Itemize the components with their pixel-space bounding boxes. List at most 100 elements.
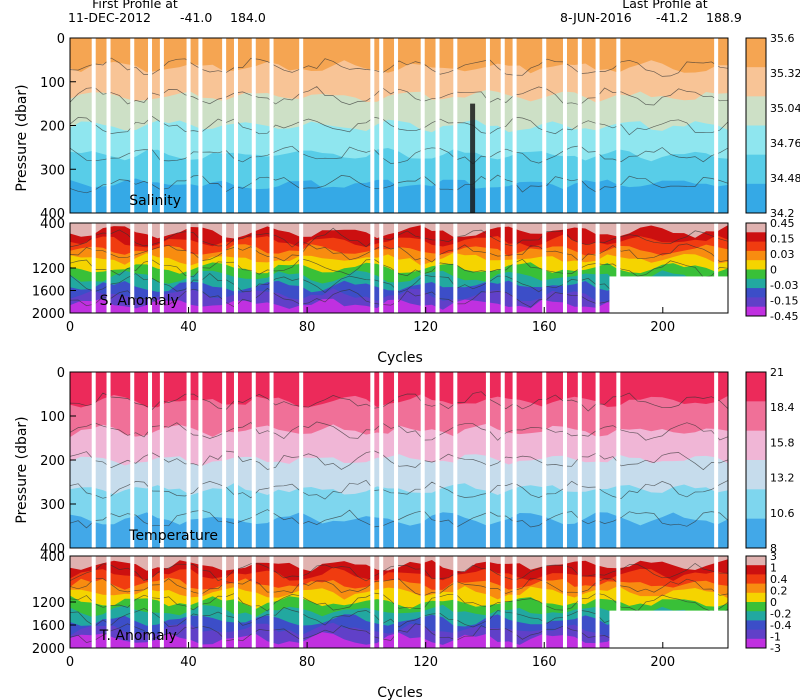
temperature-anomaly-gap-stripe bbox=[198, 556, 203, 648]
salinity-label: Salinity bbox=[129, 193, 181, 209]
temperature-anomaly-colorbar-tick: 0.4 bbox=[770, 573, 788, 586]
salinity-gap-stripe bbox=[453, 38, 458, 213]
salinity-anomaly-colorbar-swatch bbox=[746, 241, 766, 252]
salinity-colorbar-tick: 34.76 bbox=[770, 137, 800, 150]
temperature-colorbar-swatch bbox=[746, 460, 766, 490]
temperature-anomaly-colorbar-swatch bbox=[746, 602, 766, 612]
temperature-label: Temperature bbox=[128, 528, 218, 544]
temperature-anomaly-gap-stripe bbox=[714, 556, 719, 648]
salinity-dark-streak bbox=[470, 103, 476, 213]
temperature-anomaly-y-tick-label: 2000 bbox=[32, 642, 65, 657]
temperature-anomaly-gap-stripe bbox=[500, 556, 505, 648]
last-profile-lon: 188.9 bbox=[706, 10, 742, 25]
salinity-anomaly-gap-stripe bbox=[500, 223, 505, 313]
salinity-anomaly-x-tick-label: 200 bbox=[650, 320, 675, 335]
temperature-anomaly-gap-stripe bbox=[233, 556, 238, 648]
temperature-colorbar-tick: 18.4 bbox=[770, 401, 795, 414]
temperature-anomaly-colorbar-swatch bbox=[746, 638, 766, 649]
temperature-anomaly-gap-stripe bbox=[577, 556, 582, 648]
salinity-anomaly-x-tick-label: 0 bbox=[66, 320, 74, 335]
temperature-anomaly-gap-stripe bbox=[420, 556, 425, 648]
salinity-anomaly-gap-stripe bbox=[394, 223, 399, 313]
temperature-gap-stripe bbox=[106, 372, 111, 548]
salinity-anomaly-colorbar-swatch bbox=[746, 260, 766, 270]
temperature-y-tick-label: 0 bbox=[57, 366, 65, 381]
temperature-x-axis-title: Cycles bbox=[377, 685, 423, 700]
salinity-anomaly-colorbar-tick: 0.45 bbox=[770, 217, 795, 230]
salinity-anomaly-gap-stripe bbox=[562, 223, 567, 313]
salinity-anomaly-gap-stripe bbox=[616, 223, 621, 313]
temperature-anomaly-gap-stripe bbox=[222, 556, 227, 648]
salinity-anomaly-y-tick-label: 2000 bbox=[32, 307, 65, 322]
temperature-gap-stripe bbox=[500, 372, 505, 548]
temperature-anomaly-gap-stripe bbox=[512, 556, 517, 648]
salinity-colorbar-swatch bbox=[746, 38, 766, 68]
salinity-gap-stripe bbox=[106, 38, 111, 213]
salinity-y-tick-label: 0 bbox=[57, 32, 65, 47]
salinity-anomaly-colorbar-swatch bbox=[746, 306, 766, 317]
salinity-anomaly-gap-stripe bbox=[222, 223, 227, 313]
salinity-anomaly-gap-stripe bbox=[251, 223, 256, 313]
temperature-anomaly-gap-stripe bbox=[435, 556, 440, 648]
temperature-colorbar-swatch bbox=[746, 430, 766, 461]
temperature-anomaly-y-tick-label: 1200 bbox=[32, 596, 65, 611]
salinity-gap-stripe bbox=[420, 38, 425, 213]
temperature-gap-stripe bbox=[251, 372, 256, 548]
temperature-y-tick-label: 200 bbox=[40, 454, 65, 469]
temperature-colorbar-swatch bbox=[746, 372, 766, 402]
temperature-colorbar-tick: 21 bbox=[770, 366, 784, 379]
salinity-anomaly-gap-stripe bbox=[130, 223, 135, 313]
temperature-y-tick-label: 100 bbox=[40, 410, 65, 425]
salinity-anomaly-gap-stripe bbox=[299, 223, 304, 313]
salinity-y-tick-label: 100 bbox=[40, 76, 65, 91]
salinity-colorbar-swatch bbox=[746, 96, 766, 126]
salinity-anomaly-gap-stripe bbox=[186, 223, 191, 313]
salinity-anomaly-gap-stripe bbox=[159, 223, 164, 313]
temperature-gap-stripe bbox=[269, 372, 274, 548]
salinity-gap-stripe bbox=[485, 38, 490, 213]
temperature-anomaly-label: T. Anomaly bbox=[99, 628, 177, 644]
salinity-gap-stripe bbox=[542, 38, 547, 213]
salinity-y-tick-label: 300 bbox=[40, 163, 65, 178]
salinity-gap-stripe bbox=[577, 38, 582, 213]
salinity-gap-stripe bbox=[370, 38, 375, 213]
temperature-anomaly-colorbar-tick: -0.2 bbox=[770, 608, 791, 621]
salinity-gap-stripe bbox=[233, 38, 238, 213]
temperature-anomaly-gap-stripe bbox=[562, 556, 567, 648]
temperature-anomaly-gap-stripe bbox=[485, 556, 490, 648]
temperature-anomaly-colorbar-tick: 0.2 bbox=[770, 585, 788, 598]
temperature-gap-stripe bbox=[186, 372, 191, 548]
salinity-gap-stripe bbox=[616, 38, 621, 213]
salinity-colorbar-swatch bbox=[746, 154, 766, 185]
salinity-anomaly-y-tick-label: 400 bbox=[40, 217, 65, 232]
salinity-colorbar-tick: 34.48 bbox=[770, 172, 800, 185]
temperature-colorbar-tick: 8 bbox=[770, 542, 777, 555]
temperature-anomaly-gap-stripe bbox=[130, 556, 135, 648]
temperature-gap-stripe bbox=[198, 372, 203, 548]
salinity-gap-stripe bbox=[91, 38, 96, 213]
temperature-anomaly-x-tick-label: 0 bbox=[66, 655, 74, 670]
salinity-y-axis-title: Pressure (dbar) bbox=[14, 84, 30, 191]
salinity-anomaly-gap-stripe bbox=[269, 223, 274, 313]
temperature-colorbar-tick: 13.2 bbox=[770, 472, 795, 485]
salinity-anomaly-colorbar-tick: -0.15 bbox=[770, 295, 798, 308]
temperature-gap-stripe bbox=[370, 372, 375, 548]
salinity-y-tick-label: 200 bbox=[40, 120, 65, 135]
temperature-anomaly-x-tick-label: 160 bbox=[532, 655, 557, 670]
salinity-colorbar-tick: 35.6 bbox=[770, 32, 795, 45]
salinity-anomaly-colorbar-tick: 0 bbox=[770, 264, 777, 277]
temperature-gap-stripe bbox=[299, 372, 304, 548]
salinity-gap-stripe bbox=[269, 38, 274, 213]
first-profile-lat: -41.0 bbox=[180, 10, 212, 25]
salinity-gap-stripe bbox=[299, 38, 304, 213]
temperature-anomaly-colorbar-swatch bbox=[746, 592, 766, 603]
temperature-gap-stripe bbox=[130, 372, 135, 548]
salinity-gap-stripe bbox=[159, 38, 164, 213]
temperature-gap-stripe bbox=[562, 372, 567, 548]
salinity-anomaly-gap-stripe bbox=[379, 223, 384, 313]
temperature-anomaly-gap-stripe bbox=[148, 556, 153, 648]
salinity-anomaly-gap-stripe bbox=[453, 223, 458, 313]
temperature-anomaly-gap-stripe bbox=[251, 556, 256, 648]
